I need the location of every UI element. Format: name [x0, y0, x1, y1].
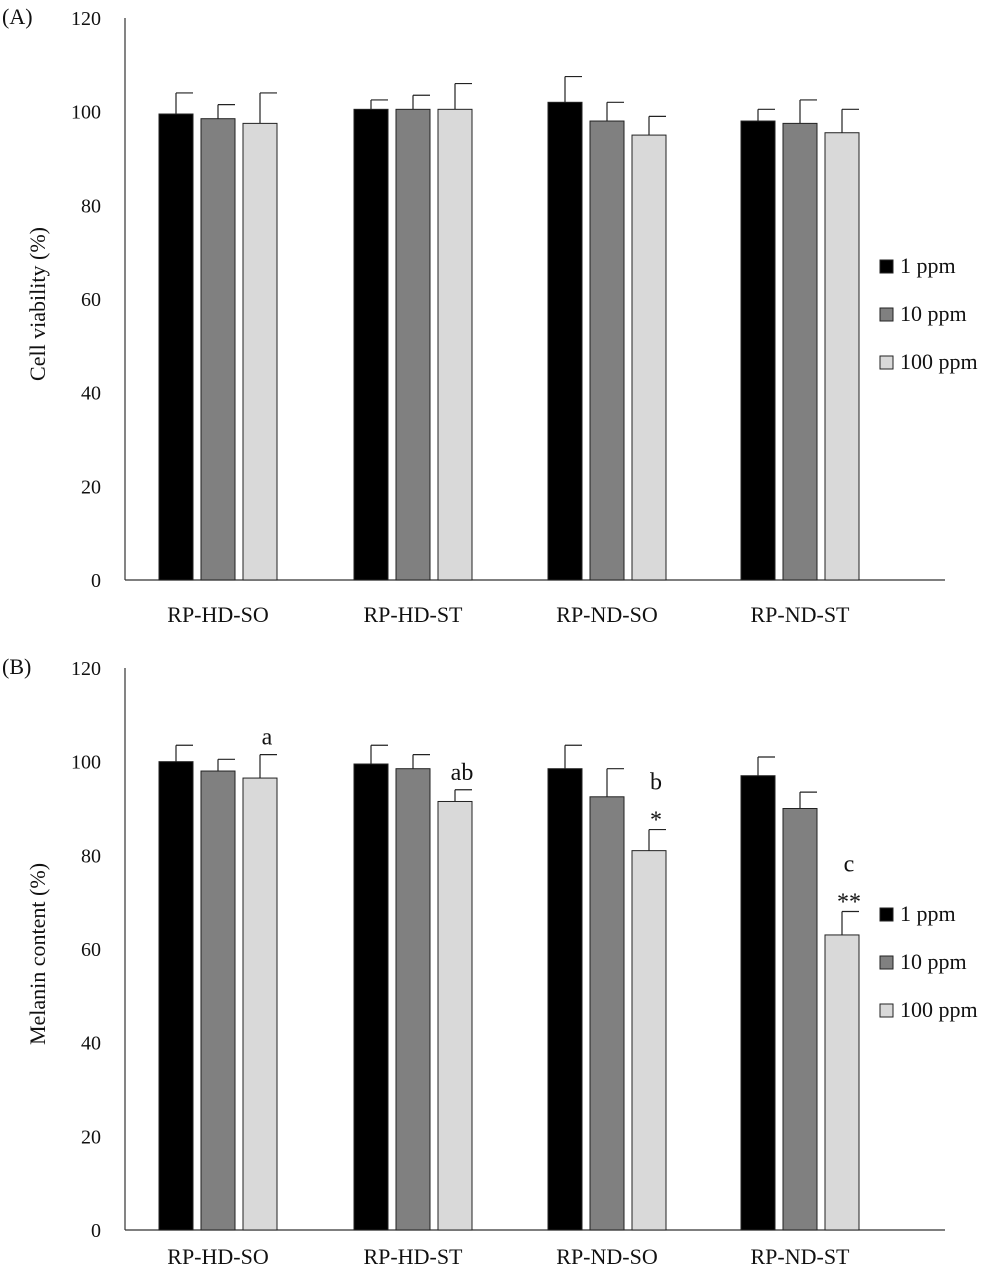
panel-label: (A)	[2, 4, 33, 29]
y-tick-label: 40	[81, 1033, 101, 1055]
chart-panel-b: (B) 0 20 40 60 80 100 120 Melanin content (%) RP-…	[2, 654, 978, 1269]
legend-swatch	[879, 955, 894, 970]
bar	[158, 113, 194, 581]
legend-label: 100 ppm	[900, 349, 978, 374]
panel-label: (B)	[2, 654, 31, 679]
y-tick-label: 80	[81, 845, 101, 867]
y-tick-label: 20	[81, 1126, 101, 1148]
legend-swatch	[879, 259, 894, 274]
x-tick-label: RP-ND-SO	[556, 1244, 657, 1269]
bar	[242, 777, 278, 1231]
bar	[547, 101, 583, 581]
y-tick-label: 0	[91, 1220, 101, 1242]
y-tick-label: 100	[71, 102, 101, 124]
legend-label: 1 ppm	[900, 253, 956, 278]
significance-label: *	[650, 808, 662, 834]
bar	[437, 800, 473, 1231]
x-tick-label: RP-HD-ST	[363, 1244, 463, 1269]
legend-swatch	[879, 355, 894, 370]
bar	[824, 132, 860, 581]
legend-swatch	[879, 307, 894, 322]
significance-label: c	[844, 852, 855, 878]
y-tick-label: 80	[81, 195, 101, 217]
y-tick-label: 120	[71, 658, 101, 680]
bar	[353, 763, 389, 1231]
x-tick-label: RP-HD-SO	[167, 1244, 268, 1269]
y-tick-label: 20	[81, 476, 101, 498]
bar	[200, 770, 236, 1231]
legend-label: 10 ppm	[900, 949, 967, 974]
y-axis-label: Cell viability (%)	[25, 227, 50, 381]
significance-label: **	[837, 890, 861, 916]
x-tick-label: RP-ND-ST	[750, 1244, 850, 1269]
bar	[589, 120, 625, 581]
bar	[242, 122, 278, 581]
x-tick-label: RP-ND-ST	[750, 602, 850, 627]
y-tick-label: 0	[91, 570, 101, 592]
y-tick-label: 100	[71, 752, 101, 774]
bar	[158, 761, 194, 1231]
bar	[782, 808, 818, 1231]
bar	[547, 768, 583, 1231]
legend-swatch	[879, 907, 894, 922]
bar	[782, 122, 818, 581]
bar	[200, 118, 236, 581]
legend-label: 1 ppm	[900, 901, 956, 926]
bar	[740, 120, 776, 581]
legend-swatch	[879, 1003, 894, 1018]
y-tick-label: 60	[81, 939, 101, 961]
y-axis-label: Melanin content (%)	[25, 863, 50, 1045]
legend-label: 10 ppm	[900, 301, 967, 326]
bar	[631, 134, 667, 581]
bar	[437, 108, 473, 581]
bar	[353, 108, 389, 581]
bar	[395, 108, 431, 581]
bar	[589, 796, 625, 1231]
x-tick-label: RP-ND-SO	[556, 602, 657, 627]
bar	[740, 775, 776, 1231]
bar	[824, 934, 860, 1231]
legend-label: 100 ppm	[900, 997, 978, 1022]
bar	[631, 850, 667, 1231]
significance-label: b	[650, 770, 662, 796]
y-tick-label: 60	[81, 289, 101, 311]
chart-panel-a: (A) 0 20 40 60 80 100 120 Cell viability (%) RP-H…	[2, 4, 978, 627]
y-tick-label: 40	[81, 383, 101, 405]
x-tick-label: RP-HD-ST	[363, 602, 463, 627]
x-tick-label: RP-HD-SO	[167, 602, 268, 627]
bar	[395, 768, 431, 1231]
significance-label: ab	[451, 760, 474, 786]
y-tick-label: 120	[71, 8, 101, 30]
significance-label: a	[262, 725, 273, 751]
